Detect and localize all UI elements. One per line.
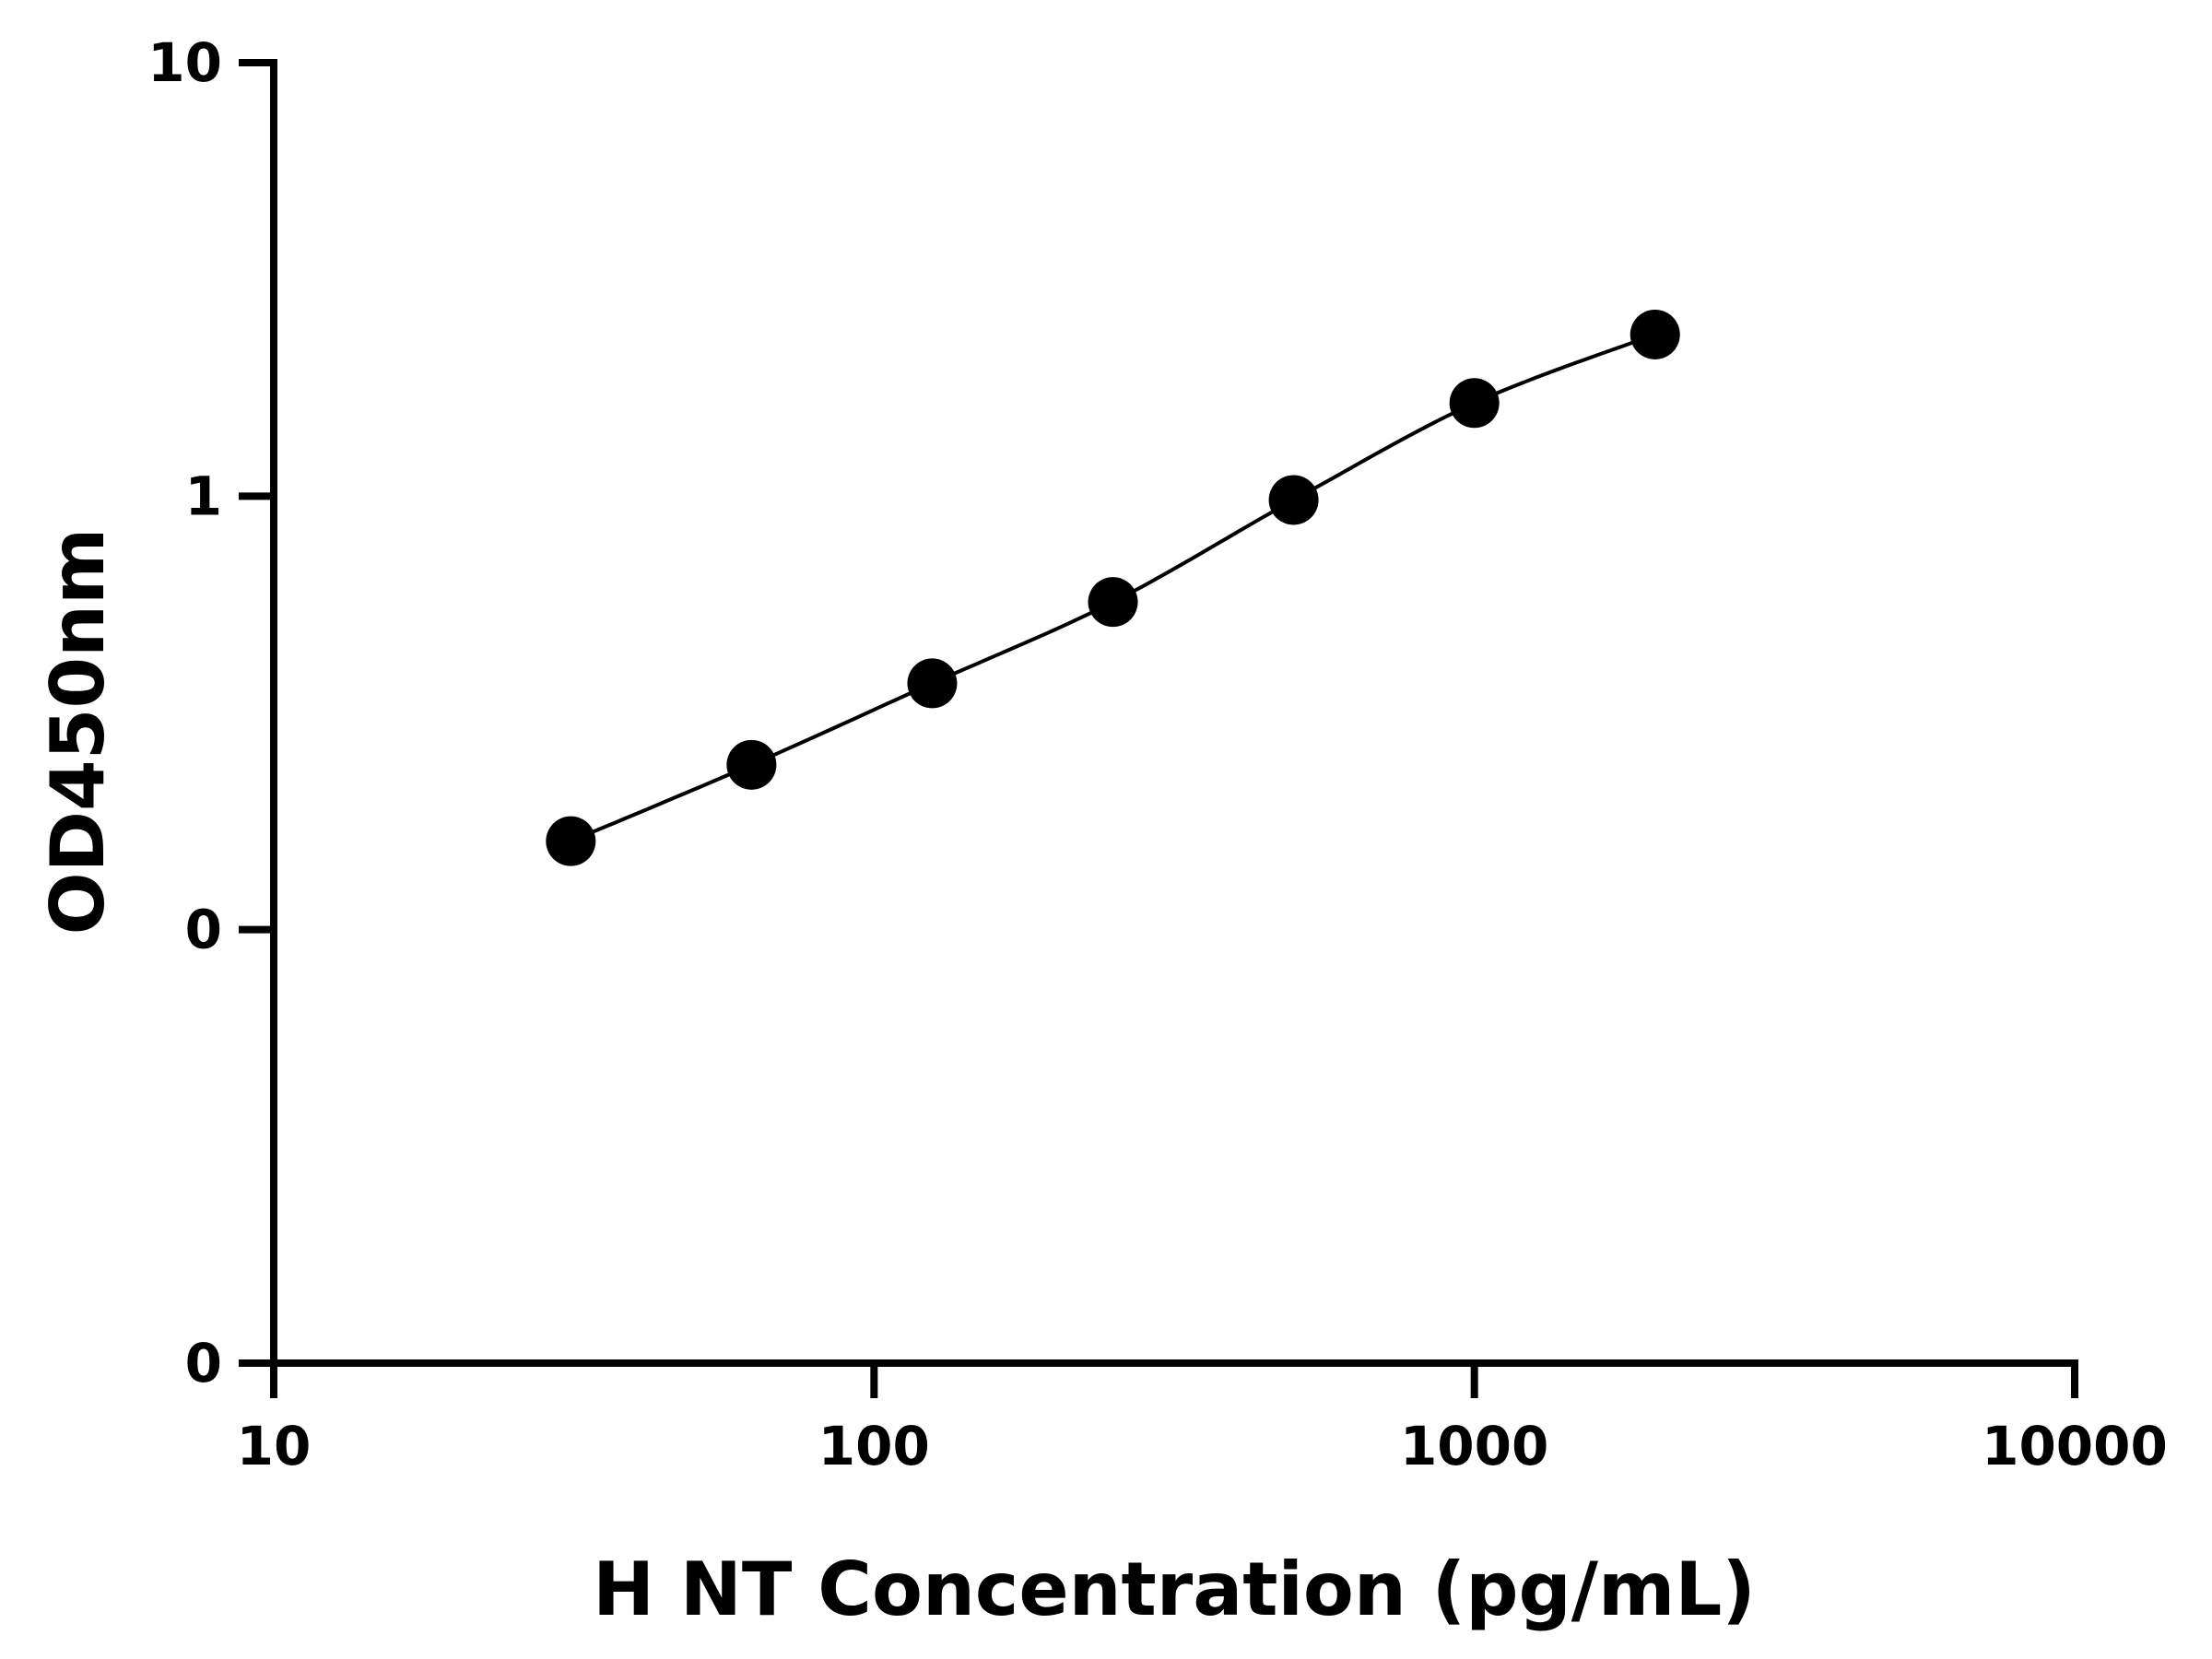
y-axis-title: OD450nm [35, 528, 121, 935]
x-tick-label: 10000 [1982, 1415, 2168, 1477]
data-point [1630, 309, 1680, 359]
y-axis-ticks: 0 0 1 10 [147, 31, 274, 1394]
data-point [1449, 378, 1500, 429]
x-axis-ticks: 10 100 1000 10000 [237, 1363, 2168, 1477]
x-axis-title: H NT Concentration (pg/mL) [593, 1547, 1756, 1632]
x-tick-label: 1000 [1400, 1415, 1548, 1477]
data-point [1268, 475, 1319, 525]
y-tick-label: 1 [185, 465, 222, 527]
data-points [546, 309, 1680, 866]
x-tick-label: 10 [237, 1415, 312, 1477]
y-tick-label: 10 [147, 31, 222, 94]
data-point [1088, 577, 1138, 628]
x-tick-label: 100 [818, 1415, 930, 1477]
y-tick-label: 0 [185, 899, 222, 961]
data-point [546, 816, 596, 866]
data-point [907, 658, 958, 709]
axes [270, 59, 2078, 1367]
data-point [726, 739, 777, 790]
y-tick-label: 0 [185, 1332, 222, 1394]
